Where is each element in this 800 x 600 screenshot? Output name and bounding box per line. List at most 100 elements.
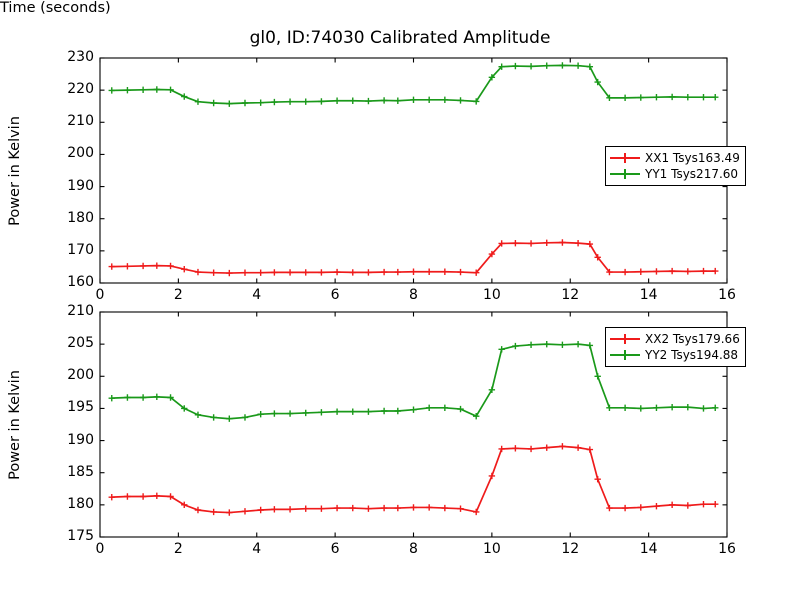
series-marker (668, 403, 676, 411)
series-marker (139, 86, 147, 94)
series-marker (700, 405, 707, 412)
legend-marker-icon (610, 152, 640, 164)
series-marker (226, 269, 233, 277)
series-marker (410, 406, 417, 413)
legend-entry: XX1 Tsys163.49 (610, 150, 740, 166)
series-marker (712, 501, 719, 508)
series-marker (365, 505, 372, 512)
y-tick-label: 200 (67, 145, 94, 162)
series-marker (365, 269, 372, 276)
series-marker (271, 410, 278, 417)
series-marker (153, 262, 161, 269)
x-tick-label: 4 (252, 287, 262, 303)
series-marker (139, 394, 147, 401)
x-tick-label: 12 (561, 541, 580, 557)
series-marker (594, 373, 601, 380)
x-tick-label: 16 (718, 287, 736, 303)
series-marker (668, 267, 676, 275)
series-marker (181, 405, 188, 412)
series-marker (210, 414, 217, 421)
series-marker (527, 63, 535, 70)
series-marker (586, 446, 594, 453)
series-marker (527, 445, 535, 453)
series-marker (302, 269, 309, 276)
series-marker (425, 268, 433, 275)
series-marker (124, 263, 131, 270)
series-marker (286, 269, 294, 276)
series-marker (167, 493, 174, 500)
series-marker (380, 268, 388, 276)
x-axis-label: Time (seconds) (0, 0, 111, 16)
series-marker (586, 342, 594, 349)
series-marker (153, 86, 161, 93)
series-marker (108, 394, 115, 402)
series-marker (586, 63, 594, 70)
x-tick-label: 8 (409, 541, 418, 557)
series-marker (333, 97, 341, 104)
page-title: gl0, ID:74030 Calibrated Amplitude (249, 28, 551, 48)
series-marker (210, 99, 217, 107)
series-marker (410, 504, 417, 511)
series-marker (653, 94, 660, 101)
series-marker (441, 404, 449, 411)
series-marker (668, 501, 676, 509)
series-marker (380, 97, 388, 104)
series-marker (124, 394, 131, 401)
series-marker (684, 403, 692, 411)
legend-entry: XX2 Tsys179.66 (610, 331, 740, 347)
series-marker (241, 508, 249, 515)
series-marker (559, 341, 566, 348)
series-marker (559, 443, 566, 450)
x-tick-label: 10 (482, 541, 501, 557)
series-marker (257, 411, 264, 418)
plot-area-bottom (99, 311, 728, 538)
x-tick-label: 6 (330, 287, 340, 303)
x-tick-label: 2 (173, 541, 183, 557)
x-tick-label: 14 (639, 287, 658, 303)
legend-label: XX2 Tsys179.66 (645, 332, 740, 346)
series-marker (684, 502, 692, 509)
series-marker (108, 87, 115, 94)
series-marker (194, 411, 202, 419)
series-marker (167, 86, 174, 94)
series-marker (349, 504, 356, 512)
series-marker (527, 240, 535, 247)
series-marker (653, 404, 660, 411)
series-marker (498, 240, 505, 247)
series-marker (712, 267, 719, 275)
series-marker (457, 268, 464, 276)
series-marker (512, 445, 519, 452)
legend-marker-icon (610, 168, 640, 180)
series-marker (543, 62, 550, 69)
series-marker (441, 504, 449, 512)
legend-entry: YY1 Tsys217.60 (610, 166, 740, 182)
series-marker (606, 94, 613, 102)
series-marker (349, 97, 356, 104)
series-marker (226, 100, 233, 107)
series-marker (498, 63, 505, 70)
series-marker (653, 502, 660, 510)
series-marker (684, 94, 692, 101)
y-tick-label: 190 (67, 431, 94, 448)
series-marker (473, 412, 480, 420)
legend-marker-icon (610, 333, 640, 345)
y-axis-label-bottom: Power in Kelvin (7, 369, 23, 480)
x-tick-label: 6 (330, 541, 340, 557)
series-marker (637, 268, 644, 275)
series-marker (488, 74, 496, 81)
series-marker (271, 269, 278, 276)
series-marker (124, 493, 131, 500)
series-marker (271, 506, 278, 513)
series-marker (210, 508, 217, 516)
series-marker (488, 386, 496, 393)
x-tick-label: 4 (252, 541, 262, 557)
series-marker (394, 97, 402, 104)
legend-label: YY2 Tsys194.88 (645, 348, 739, 362)
data-series (108, 443, 719, 516)
series-marker (574, 340, 582, 348)
series-marker (700, 94, 707, 101)
y-tick-label: 220 (67, 81, 94, 98)
series-marker (653, 268, 660, 275)
series-marker (271, 98, 278, 106)
series-marker (700, 267, 707, 275)
